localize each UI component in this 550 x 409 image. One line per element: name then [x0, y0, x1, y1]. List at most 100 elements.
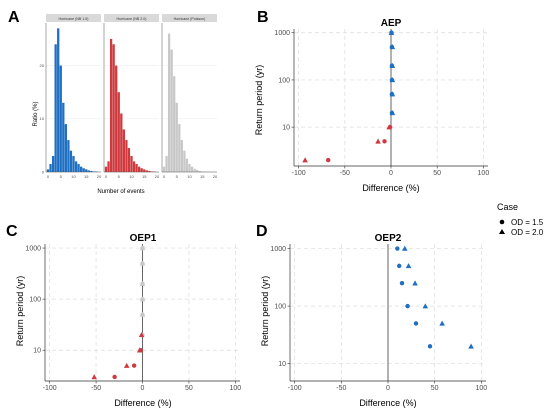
data-point-triangle: [439, 320, 445, 326]
bar: [175, 102, 178, 172]
x-tick-label: 0: [105, 174, 108, 179]
facet-strip-label: Hurricane (NB 1.5): [59, 17, 89, 21]
bar: [46, 169, 50, 172]
y-tick-label: 0: [42, 169, 45, 174]
facet-strip: [46, 14, 101, 22]
x-tick-label: 0: [389, 170, 393, 177]
bar: [92, 171, 96, 172]
bar: [59, 65, 62, 172]
data-point-triangle: [386, 124, 392, 130]
legend-circle-marker: [499, 219, 505, 225]
x-tick-label: 50: [433, 170, 441, 177]
panel-b-aep: B AEP Return period (yr) Difference (%) …: [254, 9, 489, 193]
y-tick-label: 20: [40, 63, 45, 68]
x-tick-label: 20: [97, 174, 102, 179]
data-point-triangle: [302, 157, 308, 163]
bar: [80, 166, 83, 172]
data-point-triangle: [389, 77, 396, 83]
legend-title: Case: [497, 202, 518, 212]
data-point-circle: [405, 303, 410, 309]
bar: [72, 156, 75, 172]
facet-strip-label: Hurricane (NB 2.0): [117, 17, 147, 21]
x-tick-label: 50: [431, 385, 439, 392]
panel-letter-b: B: [257, 9, 269, 26]
bar: [201, 171, 204, 172]
bar: [185, 158, 189, 172]
x-tick-label: 0: [386, 385, 390, 392]
data-point-triangle: [139, 260, 146, 266]
data-point-triangle: [139, 245, 146, 251]
bar: [90, 170, 93, 172]
panel-d-y-axis-label: Return period (yr): [260, 276, 270, 347]
bar: [57, 28, 60, 173]
x-tick-label: 20: [213, 174, 218, 179]
panel-b-y-axis-label: Return period (yr): [254, 65, 264, 136]
bar: [87, 170, 90, 172]
bar: [109, 38, 113, 172]
bar: [198, 170, 201, 172]
bar: [203, 171, 206, 172]
x-tick-label: -50: [91, 385, 101, 392]
data-point-triangle: [139, 296, 146, 302]
bar: [107, 161, 110, 172]
y-tick-label: 100: [274, 304, 286, 311]
x-tick-label: 10: [187, 174, 192, 179]
data-point-triangle: [389, 110, 396, 116]
facet-strip-label: Hurricane (Poisson): [174, 17, 206, 21]
bar: [165, 156, 168, 172]
x-tick-label: 15: [84, 174, 89, 179]
panel-d-title: OEP2: [375, 233, 402, 244]
bar: [51, 156, 55, 172]
data-point-circle: [413, 321, 419, 326]
data-point-triangle: [139, 280, 146, 287]
bar: [162, 166, 166, 172]
legend-entry-od-1-5: OD = 1.5: [511, 218, 544, 227]
data-point-triangle: [412, 280, 418, 286]
y-tick-label: 10: [40, 116, 45, 121]
data-point-triangle: [136, 347, 143, 353]
data-point-triangle: [402, 245, 408, 251]
panel-d-oep2: D OEP2 Return period (yr) Difference (%)…: [256, 223, 487, 408]
x-tick-label: 100: [475, 385, 487, 392]
bar: [173, 76, 176, 172]
bar: [95, 171, 98, 172]
bar: [49, 164, 52, 172]
bar: [82, 168, 85, 172]
bar: [178, 124, 181, 172]
data-point-circle: [112, 374, 117, 380]
legend-triangle-marker: [499, 229, 505, 234]
bar: [130, 156, 133, 172]
bar: [104, 166, 108, 172]
facet-3: Hurricane (Poisson) 0 5 10 15 20: [161, 14, 218, 179]
data-point-circle: [382, 139, 387, 144]
legend-entry-od-2-0: OD = 2.0: [511, 228, 544, 237]
panel-a-y-axis-label: Ratio (%): [33, 101, 39, 126]
panel-letter-c: C: [6, 223, 18, 240]
x-tick-label: 10: [71, 174, 76, 179]
panel-a-facets: Hurricane (NB 1.5)0 5 10 15 2001020Hurricane…: [40, 14, 218, 179]
data-point-circle: [131, 363, 137, 368]
panel-b-plot-area: -100 -50 0 50 100 10 100 1000: [274, 29, 489, 177]
x-tick-label: 0: [141, 385, 145, 392]
bar: [77, 164, 80, 172]
x-tick-label: 0: [163, 174, 166, 179]
panel-c-plot-area: -100 -50 0 50 100 10 100 1000: [25, 244, 241, 392]
bar: [74, 161, 78, 172]
bar: [120, 113, 123, 172]
bar: [170, 49, 173, 172]
facet-background: [162, 23, 217, 172]
bar: [193, 168, 196, 172]
x-tick-label: -50: [336, 385, 346, 392]
data-point-triangle: [422, 303, 429, 309]
panel-c-y-axis-label: Return period (yr): [15, 276, 25, 347]
y-tick-label: 1000: [270, 246, 286, 253]
bar: [112, 44, 115, 172]
bar: [143, 169, 146, 172]
bar: [135, 164, 138, 172]
x-tick-label: 5: [60, 174, 63, 179]
bar: [196, 169, 199, 172]
x-tick-label: 5: [118, 174, 121, 179]
facet-2: Hurricane (NB 2.0) 0 5 10 15 20: [103, 14, 160, 179]
bar: [122, 129, 125, 172]
